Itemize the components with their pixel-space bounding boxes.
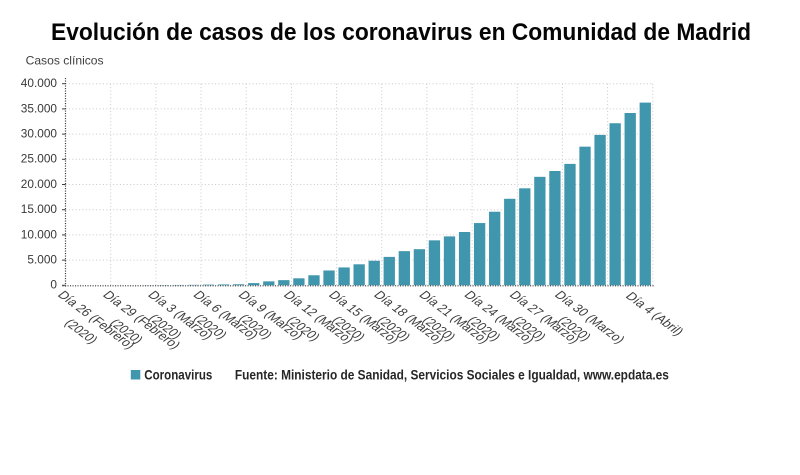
svg-text:Fuente: Ministerio de Sanidad,: Fuente: Ministerio de Sanidad, Servicios…: [235, 367, 669, 383]
svg-text:10.000: 10.000: [21, 228, 57, 241]
svg-text:40.000: 40.000: [21, 77, 57, 90]
svg-text:0: 0: [50, 279, 57, 292]
svg-text:35.000: 35.000: [21, 102, 57, 115]
svg-text:Evolución de casos de los coro: Evolución de casos de los coronavirus en…: [51, 19, 751, 46]
svg-text:30.000: 30.000: [21, 128, 57, 141]
svg-text:25.000: 25.000: [21, 153, 57, 166]
svg-text:Casos clínicos: Casos clínicos: [26, 55, 104, 68]
svg-text:20.000: 20.000: [21, 178, 57, 191]
svg-text:15.000: 15.000: [21, 203, 57, 216]
svg-text:Coronavirus: Coronavirus: [144, 367, 212, 383]
svg-text:5.000: 5.000: [27, 254, 57, 267]
